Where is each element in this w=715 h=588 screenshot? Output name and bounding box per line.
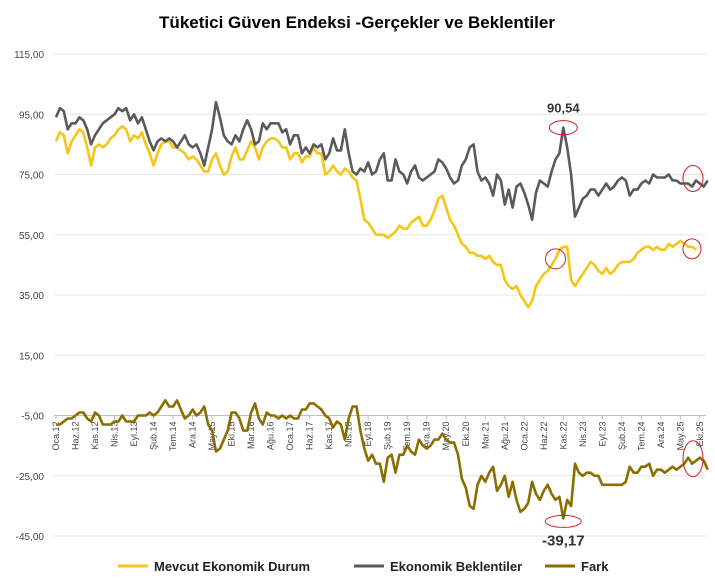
x-tick-label: Oca.17 (285, 422, 295, 451)
x-tick-label: Eyl.13 (129, 422, 139, 447)
y-tick-label: -5,00 (21, 412, 44, 423)
annotation-min-label: -39,17 (542, 532, 585, 549)
x-tick-label: Eyl.18 (363, 422, 373, 447)
x-tick-label: Nis.13 (110, 422, 120, 448)
y-tick-label: -25,00 (16, 472, 45, 483)
series-line-mevcut-ekonomik-durum (54, 125, 697, 309)
y-tick-label: -45,00 (16, 532, 45, 543)
y-tick-label: 115,00 (14, 50, 44, 61)
x-tick-label: Şub.19 (383, 422, 393, 451)
x-axis: Oca.12 Haz.12 Kas.12 Nis.13 Eyl.13 Şub.14 Tem.… (51, 415, 715, 452)
y-tick-label: 55,00 (19, 231, 44, 242)
highlight-ring (544, 514, 582, 528)
highlight-ring (682, 165, 704, 193)
y-tick-label: 15,00 (19, 351, 44, 362)
x-tick-label: Ara.24 (656, 422, 666, 449)
highlight-ring (548, 120, 578, 136)
x-tick-label: Ara.14 (188, 422, 198, 449)
series-line-ekonomik-beklentiler (54, 100, 709, 221)
x-tick-label: Nis.18 (344, 422, 354, 448)
x-tick-label: Nis.23 (578, 422, 588, 448)
x-tick-label: Şub.14 (149, 422, 159, 451)
x-tick-label: May.25 (675, 422, 685, 451)
annotations: 90,54 -39,17 (542, 101, 704, 549)
legend: Mevcut Ekonomik Durum Ekonomik Beklentile… (118, 559, 609, 574)
x-tick-label: Şub.24 (617, 422, 627, 451)
x-tick-label: Tem.24 (636, 422, 646, 452)
x-tick-label: Eyl.23 (597, 422, 607, 447)
chart-title: Tüketici Güven Endeksi -Gerçekler ve Bek… (159, 13, 555, 32)
x-tick-label: Ara.19 (422, 422, 432, 449)
x-tick-label: Ağu.21 (500, 422, 510, 451)
series-lines (54, 100, 709, 520)
x-tick-label: Haz.17 (305, 422, 315, 451)
y-axis: 115,00 95,00 75,00 55,00 35,00 15,00 -5,00 -25,… (14, 50, 44, 543)
grid (54, 53, 706, 537)
x-tick-label: Ağu.16 (266, 422, 276, 451)
x-tick-label: Haz.12 (71, 422, 81, 451)
x-tick-label: Eki.15 (227, 422, 237, 447)
x-tick-label: Tem.14 (168, 422, 178, 452)
legend-label-mevcut-ekonomik-durum: Mevcut Ekonomik Durum (154, 559, 310, 574)
x-tick-label: Kas.22 (558, 422, 568, 450)
legend-label-ekonomik-beklentiler: Ekonomik Beklentiler (390, 559, 522, 574)
x-tick-label: Mar.21 (480, 422, 490, 450)
x-tick-label: Oca.22 (519, 422, 529, 451)
legend-label-fark: Fark (581, 559, 609, 574)
highlight-ring (545, 248, 567, 270)
x-tick-label: Eki.20 (461, 422, 471, 447)
x-tick-label: Eki.25 (695, 422, 705, 447)
x-tick-label: Haz.22 (539, 422, 549, 451)
highlight-ring (682, 238, 702, 260)
annotation-peak-label: 90,54 (547, 101, 580, 116)
y-tick-label: 95,00 (19, 110, 44, 121)
x-tick-label: Kas.12 (90, 422, 100, 450)
x-tick-label: Oca.12 (51, 422, 61, 451)
y-tick-label: 35,00 (19, 291, 44, 302)
x-tick-label: May.20 (441, 422, 451, 451)
x-tick-label: Mar.16 (246, 422, 256, 450)
x-tick-label: Kas.17 (324, 422, 334, 450)
y-tick-label: 75,00 (19, 171, 44, 182)
x-tick-label: Tem.19 (402, 422, 412, 452)
series-line-fark (56, 399, 709, 520)
highlight-ring (682, 440, 704, 478)
